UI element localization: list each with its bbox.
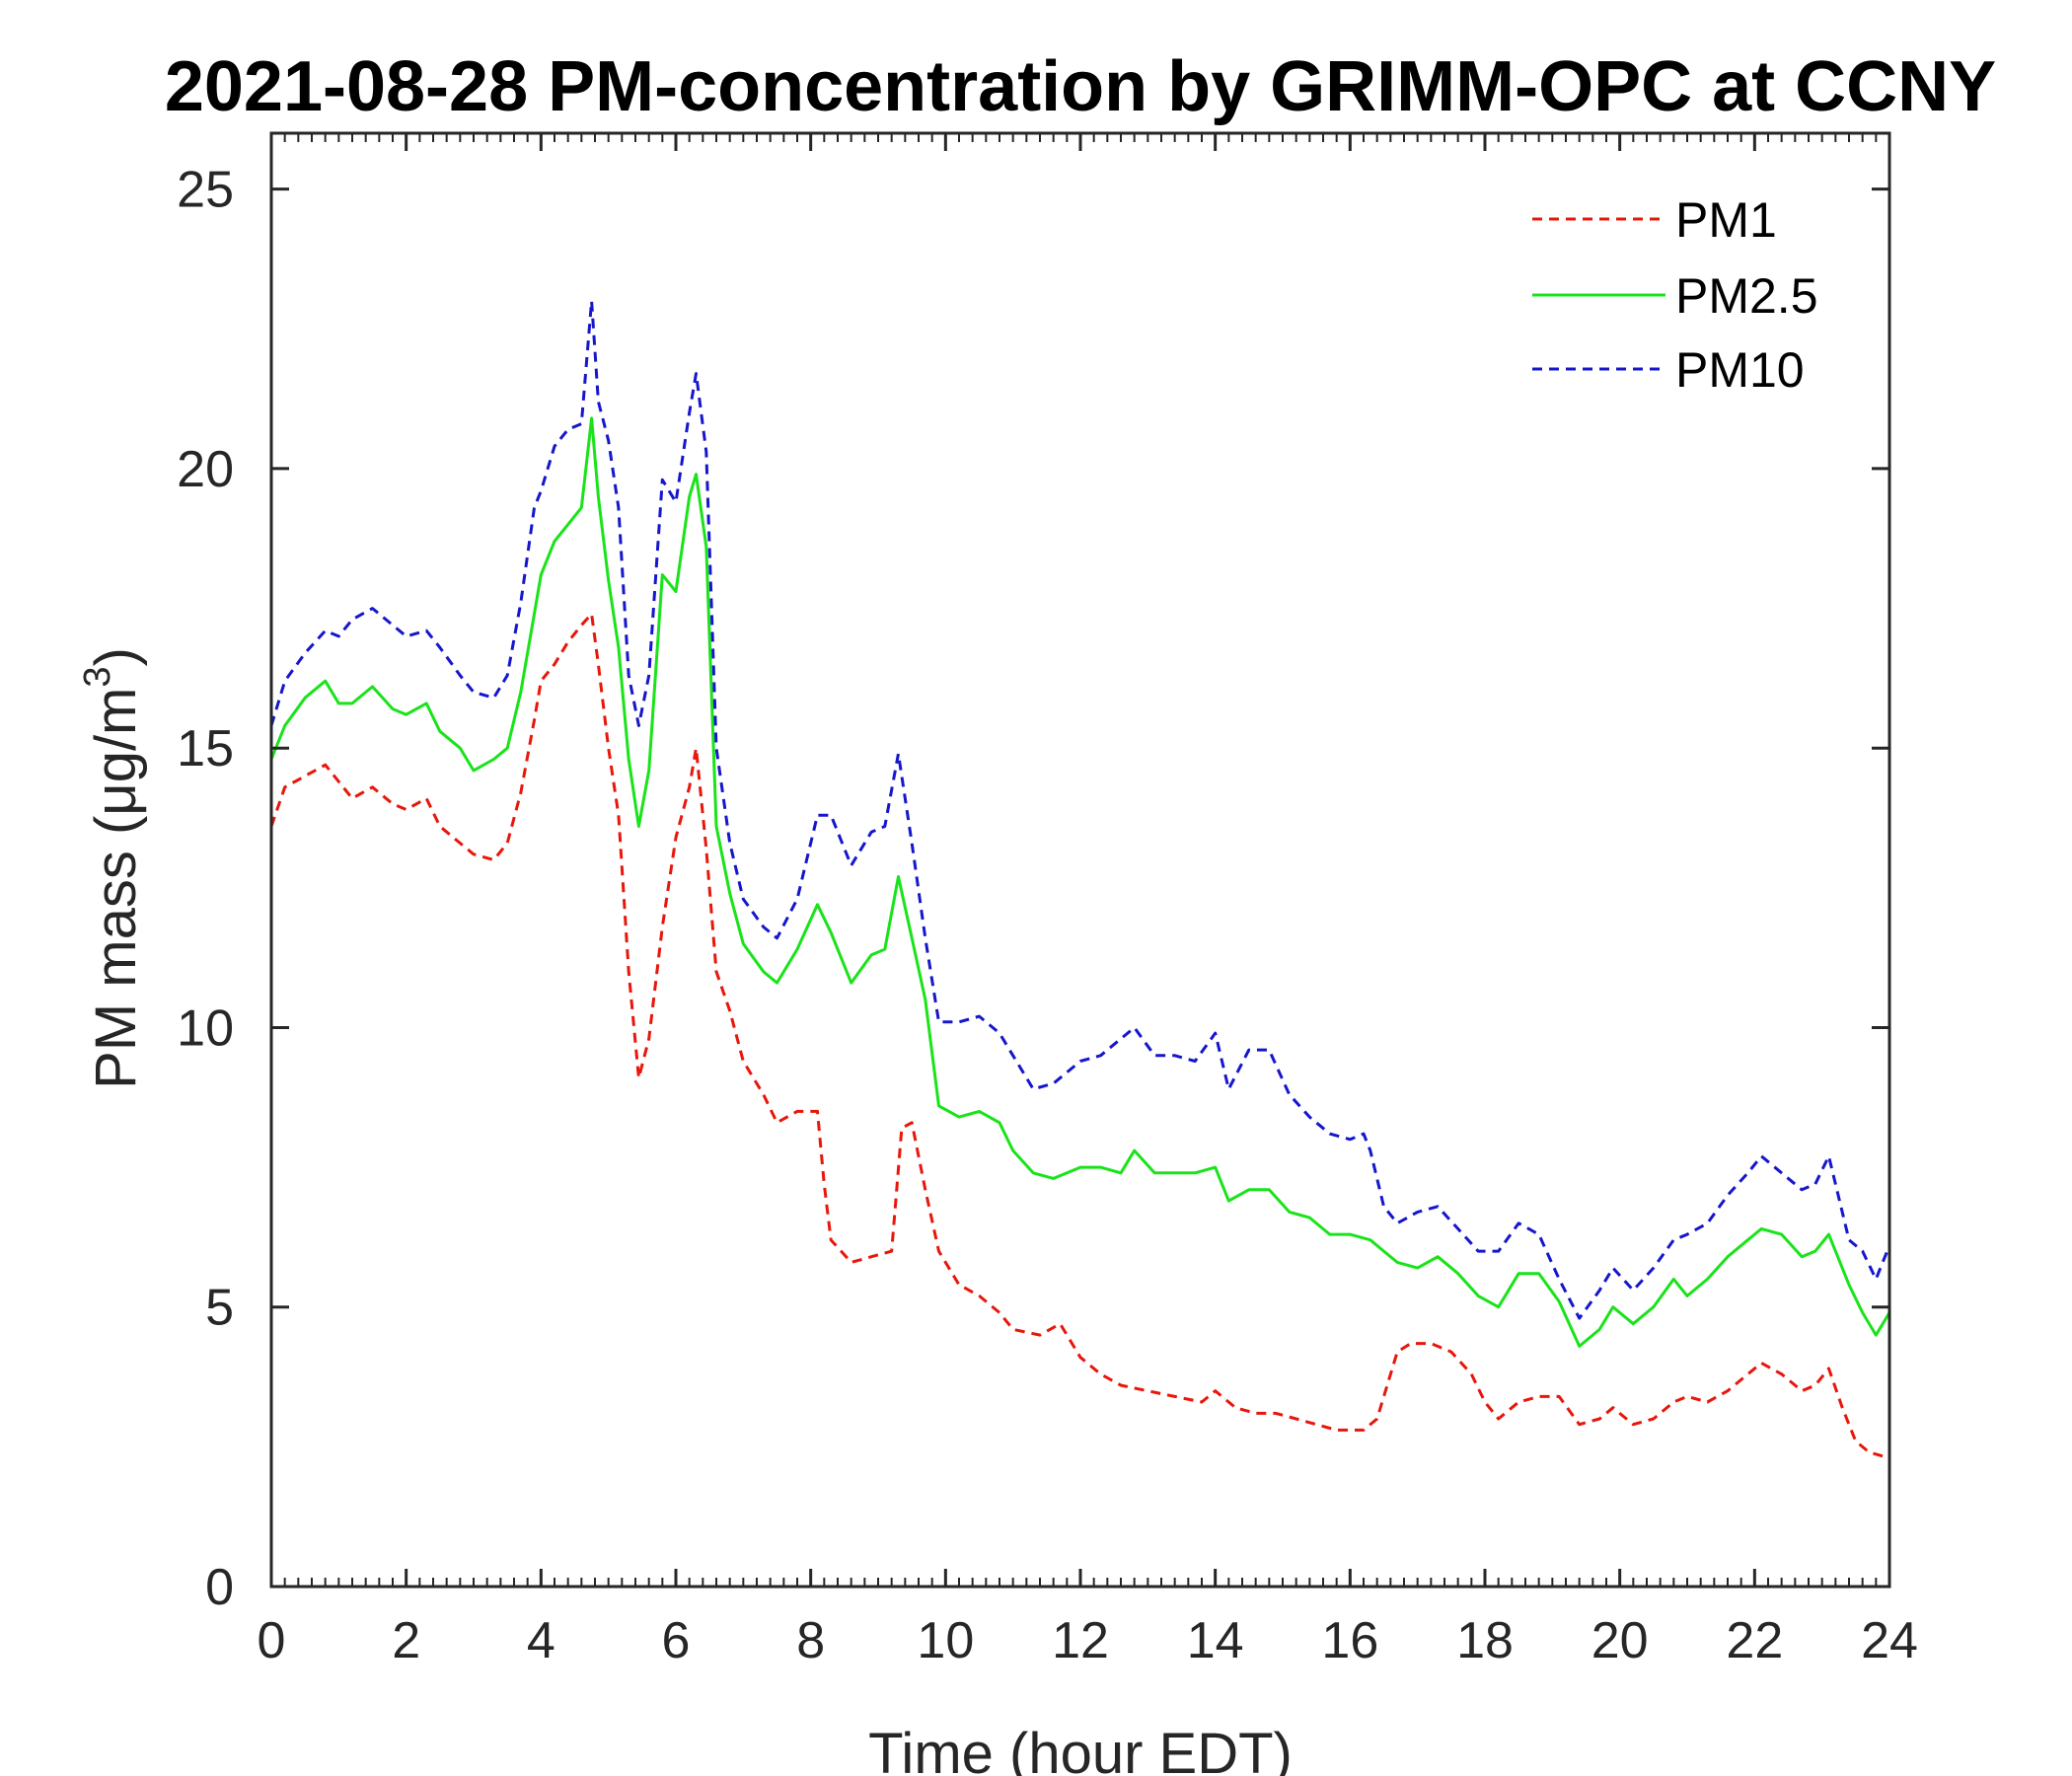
legend-label: PM1 — [1675, 192, 1777, 248]
plot-background — [271, 133, 1889, 1587]
y-axis-label: PM mass (μg/m3) — [77, 647, 148, 1089]
x-tick-label: 18 — [1456, 1612, 1514, 1669]
x-tick-label: 12 — [1052, 1612, 1109, 1669]
y-tick-label: 5 — [205, 1280, 234, 1337]
x-tick-label: 4 — [527, 1612, 555, 1669]
x-tick-label: 14 — [1187, 1612, 1244, 1669]
major-ticks — [269, 133, 1891, 1589]
y-axis-label-main: PM mass (μg/m — [84, 688, 148, 1089]
y-tick-label: 15 — [177, 720, 234, 777]
legend-label: PM2.5 — [1675, 268, 1818, 324]
y-tick-labels: 0 5 10 15 20 25 — [177, 162, 234, 1616]
y-tick-label: 25 — [177, 162, 234, 219]
series-line-pm1 — [269, 612, 1890, 1460]
x-tick-labels: 0 2 4 6 8 10 12 14 16 18 20 22 24 — [258, 1612, 1918, 1669]
y-axis-label-close: ) — [84, 647, 148, 666]
x-tick-label: 10 — [917, 1612, 974, 1669]
x-tick-label: 22 — [1726, 1612, 1783, 1669]
x-tick-label: 16 — [1321, 1612, 1378, 1669]
y-tick-label: 20 — [177, 441, 234, 498]
x-tick-label: 0 — [258, 1612, 286, 1669]
series-layer — [269, 299, 1891, 1460]
plot-area — [271, 133, 1889, 1587]
x-tick-label: 2 — [392, 1612, 420, 1669]
legend-label: PM10 — [1675, 342, 1805, 398]
x-axis-label: Time (hour EDT) — [868, 1722, 1293, 1776]
x-tick-label: 20 — [1591, 1612, 1649, 1669]
x-tick-label: 24 — [1861, 1612, 1918, 1669]
x-tick-label: 8 — [796, 1612, 825, 1669]
x-tick-label: 6 — [662, 1612, 691, 1669]
y-tick-label: 0 — [205, 1559, 234, 1616]
legend: PM1 PM2.5 PM10 — [1532, 192, 1818, 398]
series-line-pm25 — [269, 416, 1891, 1348]
series-line-pm10 — [269, 299, 1891, 1320]
y-tick-label: 10 — [177, 999, 234, 1057]
chart-title: 2021-08-28 PM-concentration by GRIMM-OPC… — [165, 47, 1996, 126]
y-axis-label-superscript: 3 — [77, 666, 118, 687]
